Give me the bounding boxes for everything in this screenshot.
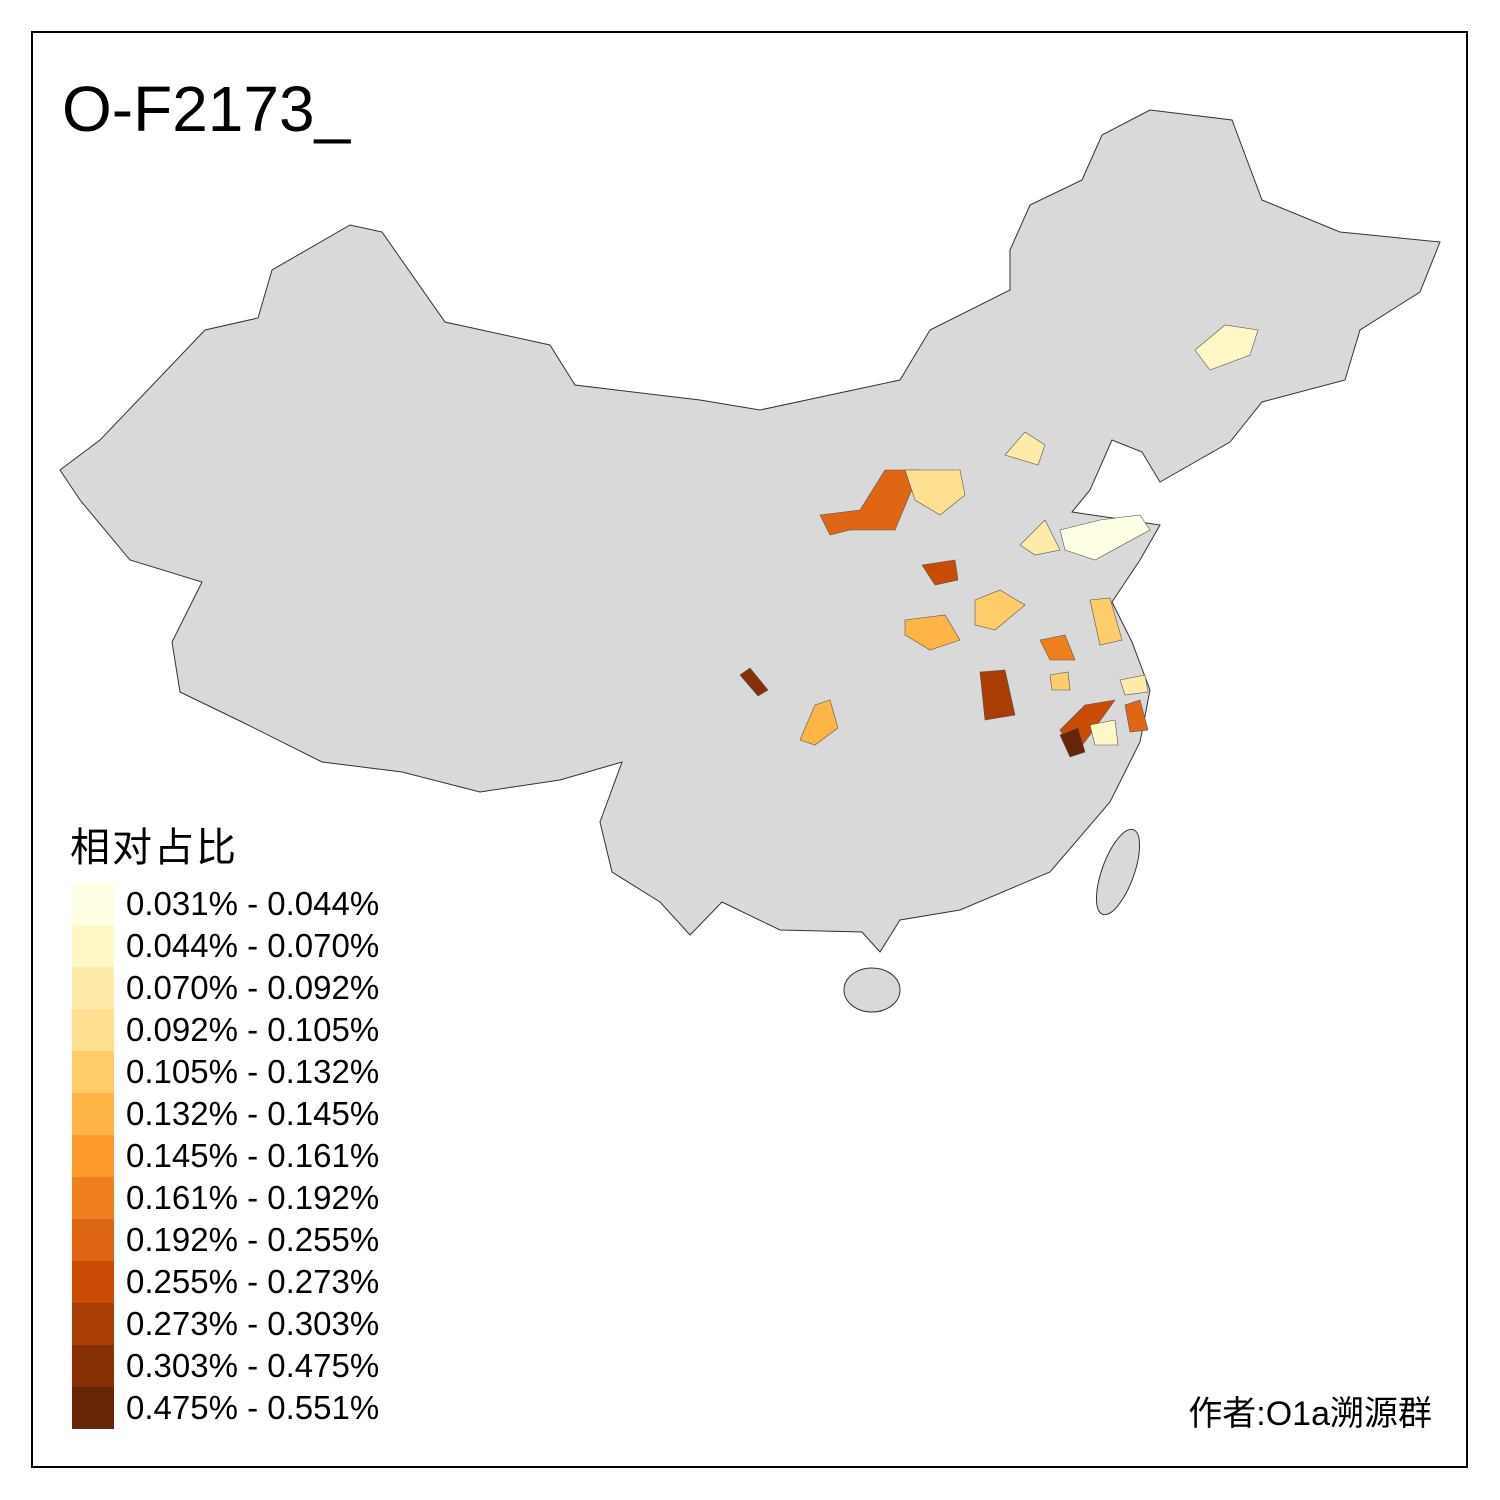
legend-label: 0.105% - 0.132% [126, 1053, 380, 1090]
legend-title: 相对占比 [70, 826, 238, 870]
legend-label: 0.303% - 0.475% [126, 1347, 380, 1384]
legend-swatch [72, 925, 114, 967]
legend-item: 0.303% - 0.475% [72, 1345, 379, 1387]
legend-label: 0.044% - 0.070% [126, 927, 380, 964]
legend-label: 0.161% - 0.192% [126, 1179, 380, 1216]
legend-label: 0.192% - 0.255% [126, 1221, 380, 1258]
region-shape [979, 669, 1016, 721]
legend-label: 0.132% - 0.145% [126, 1095, 380, 1132]
author-credit: 作者:O1a溯源群 [1188, 1395, 1432, 1433]
legend-item: 0.044% - 0.070% [72, 925, 379, 967]
region-shape [904, 614, 961, 651]
legend-swatch [72, 1093, 114, 1135]
legend-label: 0.255% - 0.273% [126, 1263, 380, 1300]
region-shape [1059, 727, 1086, 758]
map-title: O-F2173_ [62, 73, 351, 145]
legend-item: 0.192% - 0.255% [72, 1219, 379, 1261]
region-shape [1089, 597, 1123, 646]
region-shape [1059, 514, 1151, 561]
region-shape [1124, 699, 1149, 733]
region-shape [1089, 719, 1119, 746]
legend-item: 0.273% - 0.303% [72, 1303, 379, 1345]
legend-swatch [72, 1051, 114, 1093]
region-shape [1194, 324, 1259, 371]
legend-item: 0.132% - 0.145% [72, 1093, 379, 1135]
hainan-island [843, 967, 901, 1013]
legend-item: 0.475% - 0.551% [72, 1387, 379, 1429]
region-shape [739, 667, 769, 697]
region-shape [904, 469, 966, 516]
taiwan-island [1095, 828, 1141, 916]
legend-swatch [72, 1387, 114, 1429]
highlighted-regions [739, 324, 1259, 758]
china-outline [59, 109, 1441, 953]
legend-item: 0.070% - 0.092% [72, 967, 379, 1009]
legend-swatch [72, 883, 114, 925]
region-shape [799, 699, 839, 746]
legend-swatch [72, 1303, 114, 1345]
region-shape [1004, 431, 1046, 466]
legend-label: 0.145% - 0.161% [126, 1137, 380, 1174]
legend-item: 0.145% - 0.161% [72, 1135, 379, 1177]
figure-frame [31, 31, 1468, 1468]
region-shape [1019, 519, 1061, 556]
legend-label: 0.475% - 0.551% [126, 1389, 380, 1426]
legend-swatch [72, 1009, 114, 1051]
legend-item: 0.092% - 0.105% [72, 1009, 379, 1051]
legend-swatch [72, 1135, 114, 1177]
region-shape [1039, 634, 1076, 661]
legend-swatch [72, 1177, 114, 1219]
legend-swatch [72, 967, 114, 1009]
legend-label: 0.070% - 0.092% [126, 969, 380, 1006]
legend-label: 0.031% - 0.044% [126, 885, 380, 922]
region-shape [974, 589, 1026, 631]
legend-label: 0.092% - 0.105% [126, 1011, 380, 1048]
legend-item: 0.105% - 0.132% [72, 1051, 379, 1093]
region-shape [1049, 671, 1071, 691]
legend-label: 0.273% - 0.303% [126, 1305, 380, 1342]
legend-swatch [72, 1219, 114, 1261]
region-shape [921, 559, 959, 586]
legend-item: 0.161% - 0.192% [72, 1177, 379, 1219]
legend-swatch [72, 1261, 114, 1303]
region-shape [819, 469, 921, 536]
legend-item: 0.255% - 0.273% [72, 1261, 379, 1303]
legend-item: 0.031% - 0.044% [72, 883, 379, 925]
legend-swatch [72, 1345, 114, 1387]
region-shape [1119, 674, 1149, 696]
